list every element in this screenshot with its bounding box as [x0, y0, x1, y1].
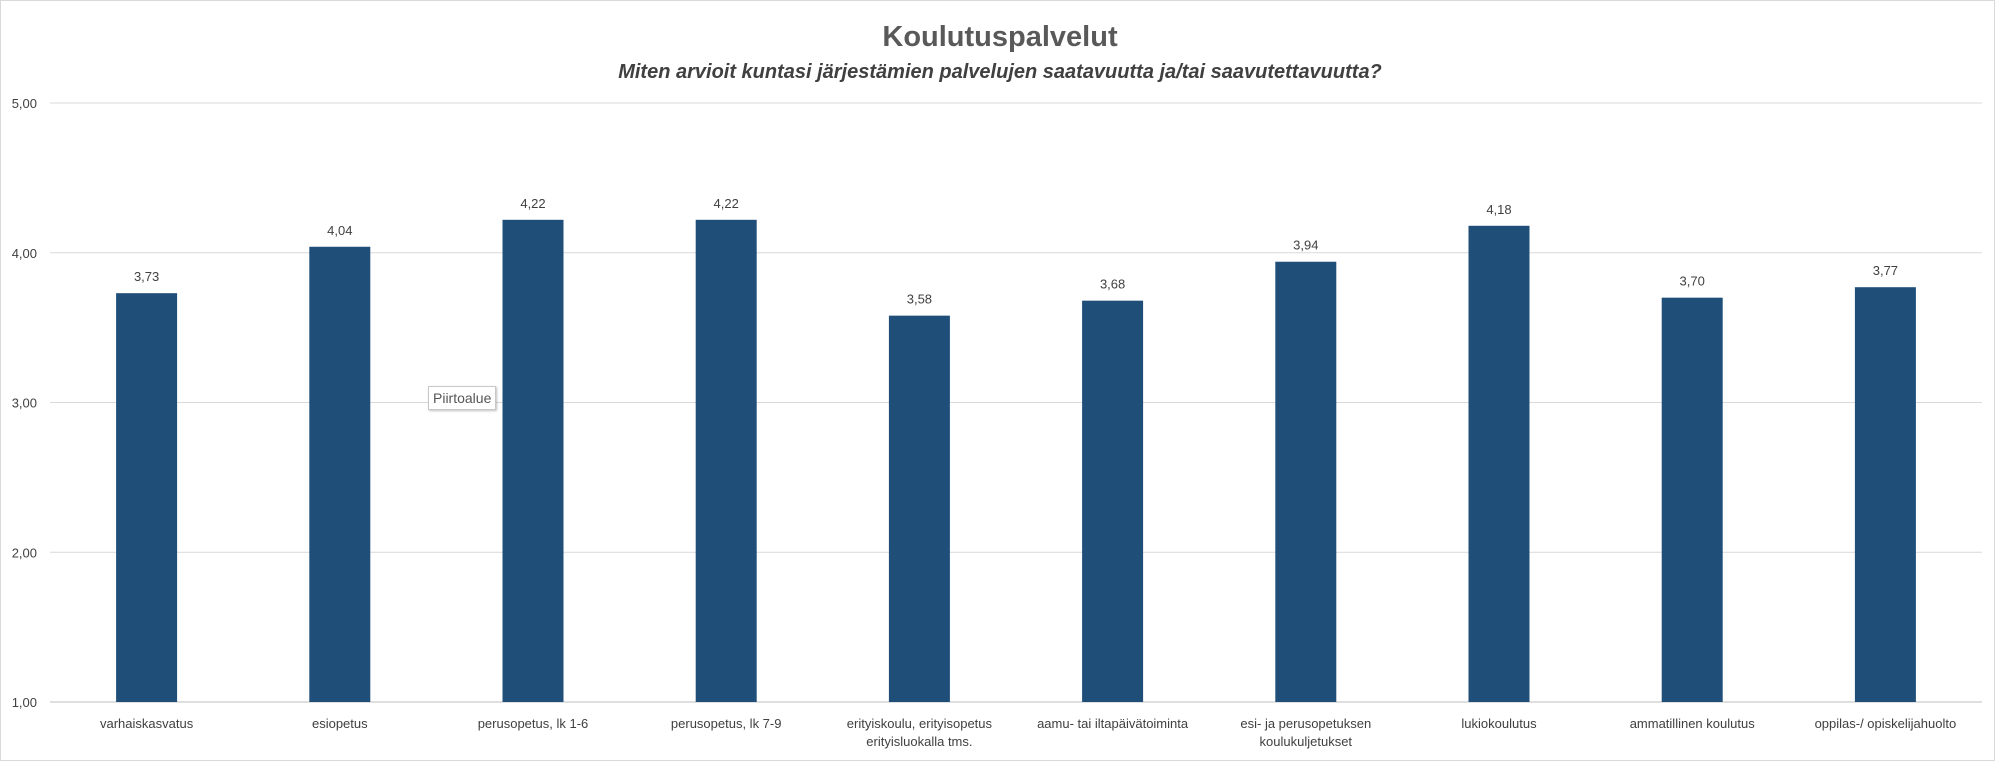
category-label: aamu- tai iltapäivätoiminta: [1037, 716, 1189, 731]
category-label: koulukuljetukset: [1260, 734, 1353, 749]
bar: [116, 293, 178, 702]
y-axis-ticks: 1,00 2,00 3,00 4,00 5,00: [12, 96, 37, 710]
category-label: oppilas-/ opiskelijahuolto: [1815, 716, 1957, 731]
category-label: erityisluokalla tms.: [866, 734, 972, 749]
bar: [502, 219, 564, 702]
y-tick-label: 1,00: [12, 695, 37, 710]
data-label: 3,94: [1293, 238, 1318, 253]
category-label: esi- ja perusopetuksen: [1240, 716, 1371, 731]
bar: [1854, 287, 1916, 702]
data-label: 3,70: [1680, 274, 1705, 289]
plot-area-tooltip: Piirtoalue: [428, 386, 497, 410]
bar: [309, 246, 371, 702]
data-label: 3,68: [1100, 277, 1125, 292]
y-tick-label: 5,00: [12, 96, 37, 111]
data-label: 4,22: [520, 196, 545, 211]
category-label: perusopetus, lk 1-6: [478, 716, 589, 731]
data-label: 3,73: [134, 269, 159, 284]
y-tick-label: 3,00: [12, 396, 37, 411]
bar: [1082, 300, 1144, 702]
gridlines: [50, 102, 1982, 703]
data-label: 4,04: [327, 223, 352, 238]
bar: [695, 219, 757, 702]
bar: [1275, 261, 1337, 702]
data-label: 3,77: [1873, 263, 1898, 278]
bars: [116, 219, 1916, 703]
data-label: 3,58: [907, 292, 932, 307]
category-label: ammatillinen koulutus: [1630, 716, 1756, 731]
category-labels: varhaiskasvatus esiopetus perusopetus, lk …: [100, 716, 1956, 749]
category-label: erityiskoulu, erityisopetus: [847, 716, 993, 731]
data-label: 4,22: [714, 196, 739, 211]
category-label: esiopetus: [312, 716, 368, 731]
category-label: perusopetus, lk 7-9: [671, 716, 782, 731]
category-label: lukiokoulutus: [1461, 716, 1537, 731]
bar: [1661, 297, 1723, 702]
chart-subtitle: Miten arvioit kuntasi järjestämien palve…: [618, 61, 1382, 83]
y-tick-label: 4,00: [12, 246, 37, 261]
chart-title: Koulutuspalvelut: [882, 21, 1118, 53]
data-labels: 3,73 4,04 4,22 4,22 3,58 3,68 3,94 4,18 3,70 3,77: [134, 196, 1898, 307]
y-tick-label: 2,00: [12, 545, 37, 560]
data-label: 4,18: [1486, 202, 1511, 217]
bar: [1468, 225, 1530, 703]
category-label: varhaiskasvatus: [100, 716, 194, 731]
bar: [888, 315, 950, 702]
